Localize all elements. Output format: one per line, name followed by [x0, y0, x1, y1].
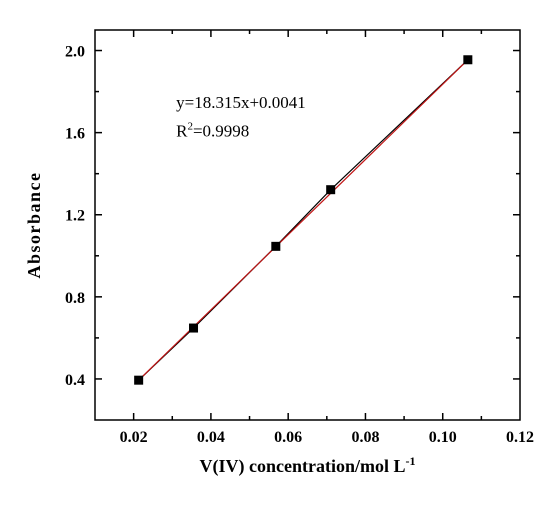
x-tick-label: 0.02: [120, 429, 148, 446]
data-point: [135, 376, 143, 384]
x-tick-label: 0.08: [351, 429, 379, 446]
equation-annotation: y=18.315x+0.0041: [176, 93, 306, 112]
y-tick-label: 1.2: [65, 208, 85, 225]
y-tick-label: 0.4: [65, 372, 85, 389]
x-tick-label: 0.12: [506, 429, 534, 446]
chart-container: 0.02 0.04 0.06 0.08 0.10 0.12 0.4 0.8 1.2 1.6 2.0 V…: [0, 0, 550, 507]
y-axis-title: Absorbance: [24, 171, 44, 278]
data-point: [464, 56, 472, 64]
data-point: [327, 186, 335, 194]
x-tick-label: 0.04: [197, 429, 225, 446]
r-squared-annotation: R2=0.9998: [176, 121, 249, 141]
y-tick-label: 2.0: [65, 44, 85, 61]
data-point: [190, 324, 198, 332]
x-tick-label: 0.10: [429, 429, 457, 446]
chart-svg: 0.02 0.04 0.06 0.08 0.10 0.12 0.4 0.8 1.2 1.6 2.0 V…: [0, 0, 550, 507]
x-axis-title: V(IV) concentration/mol L-1: [200, 454, 416, 477]
x-tick-label: 0.06: [274, 429, 302, 446]
y-tick-label: 1.6: [65, 126, 85, 143]
data-point: [272, 242, 280, 250]
y-tick-label: 0.8: [65, 290, 85, 307]
